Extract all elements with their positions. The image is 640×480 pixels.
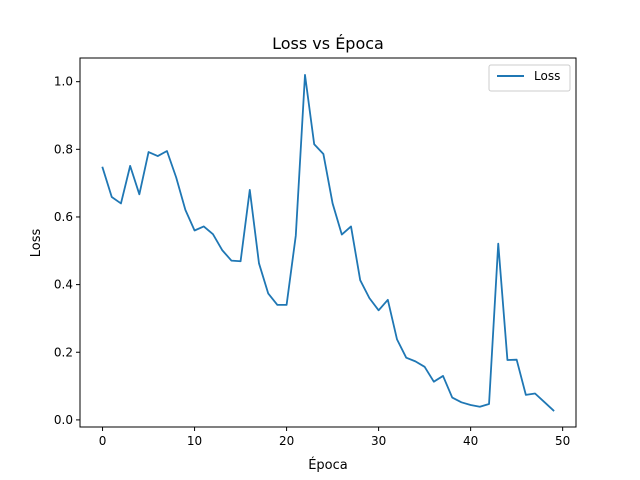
x-tick-label: 20 [279,434,294,448]
y-tick-label: 1.0 [54,75,73,89]
series-line-loss [101,74,555,412]
x-axis-label: Época [308,457,348,473]
x-tick-label: 10 [187,434,202,448]
legend-box [488,64,571,92]
y-tick-label: 0.4 [54,278,73,292]
axes-frame [79,57,577,428]
y-tick-label: 0.6 [54,210,73,224]
plot-area [101,74,555,412]
x-tick-label: 30 [371,434,386,448]
legend-label-loss: Loss [534,69,560,83]
y-axis-label: Loss [29,229,44,258]
legend: Loss [488,64,571,92]
y-axis: 0.0 0.2 0.4 0.6 0.8 1.0 [54,75,80,427]
chart-title: Loss vs Época [272,34,384,53]
x-tick-label: 0 [99,434,107,448]
x-axis: 0 10 20 30 40 50 [99,427,570,448]
x-tick-label: 40 [463,434,478,448]
y-tick-label: 0.0 [54,413,73,427]
y-tick-label: 0.2 [54,345,73,359]
y-tick-label: 0.8 [54,142,73,156]
x-tick-label: 50 [555,434,570,448]
